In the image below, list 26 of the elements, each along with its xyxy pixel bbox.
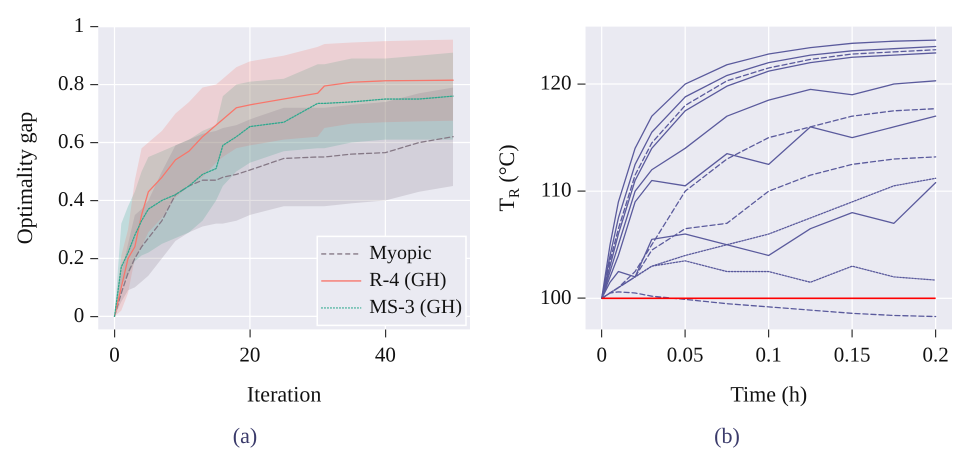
x-tick-label: 20 (239, 342, 260, 367)
x-tick-label: 0 (596, 342, 607, 367)
y-tick-label: 1 (74, 13, 84, 38)
y-axis-title: TR (°C) (494, 144, 523, 212)
x-tick-label: 0.15 (834, 342, 871, 367)
y-tick-label: 120 (540, 70, 572, 95)
x-tick-label: 0 (109, 342, 120, 367)
y-tick-label: 0 (74, 302, 84, 327)
x-tick-label: 0.2 (922, 342, 949, 367)
legend-label: R-4 (GH) (369, 269, 446, 292)
x-axis-title: Iteration (246, 382, 322, 407)
x-axis-title: Time (h) (730, 382, 808, 407)
x-tick-label: 0.05 (666, 342, 704, 367)
x-tick-label: 40 (374, 342, 396, 367)
y-tick-label: 0.8 (58, 71, 84, 96)
y-tick-label: 100 (540, 284, 572, 309)
y-tick-label: 0.2 (58, 244, 84, 269)
y-tick-label: 110 (540, 178, 572, 202)
text: (a) (232, 423, 258, 449)
y-tick-label: 0.4 (58, 186, 85, 211)
y-tick-label: 0.6 (58, 129, 84, 154)
legend-label: Myopic (369, 242, 432, 264)
text: (b) (714, 423, 740, 449)
legend-label: MS-3 (GH) (369, 296, 462, 318)
y-axis-title: Optimality gap (12, 112, 37, 244)
x-tick-label: 0.1 (756, 342, 782, 367)
